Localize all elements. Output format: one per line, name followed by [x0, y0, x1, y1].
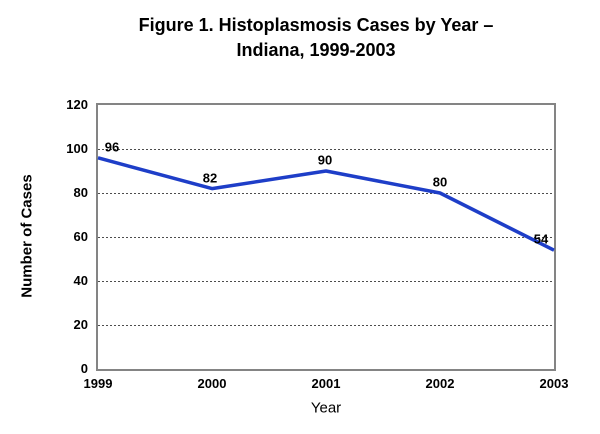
gridline: [98, 324, 554, 326]
data-label: 82: [202, 170, 218, 186]
line-series: [97, 156, 555, 252]
gridline: [98, 236, 554, 238]
y-tick-label: 100: [66, 141, 88, 156]
y-tick-label: 80: [73, 185, 88, 200]
x-tick-label: 1999: [83, 376, 113, 391]
y-tick-label: 60: [73, 229, 88, 244]
data-series-line: [97, 156, 555, 252]
y-tick-label: 120: [66, 97, 88, 112]
y-tick-label: 40: [73, 273, 88, 288]
data-label: 90: [317, 152, 333, 168]
x-tick-label: 2002: [425, 376, 455, 391]
y-tick-label: 0: [80, 361, 88, 376]
data-label: 80: [432, 174, 448, 190]
x-tick-label: 2001: [311, 376, 341, 391]
y-tick-label: 20: [73, 317, 88, 332]
data-label: 96: [104, 139, 120, 155]
gridline: [98, 280, 554, 282]
plot-area: 96 82 90 80 54: [96, 103, 556, 371]
chart-title: Figure 1. Histoplasmosis Cases by Year –…: [138, 15, 494, 60]
gridline: [98, 148, 554, 150]
data-label: 54: [533, 231, 549, 247]
x-tick-label: 2003: [539, 376, 569, 391]
gridline: [98, 192, 554, 194]
x-axis-title: Year: [310, 399, 342, 417]
x-tick-label: 2000: [197, 376, 227, 391]
